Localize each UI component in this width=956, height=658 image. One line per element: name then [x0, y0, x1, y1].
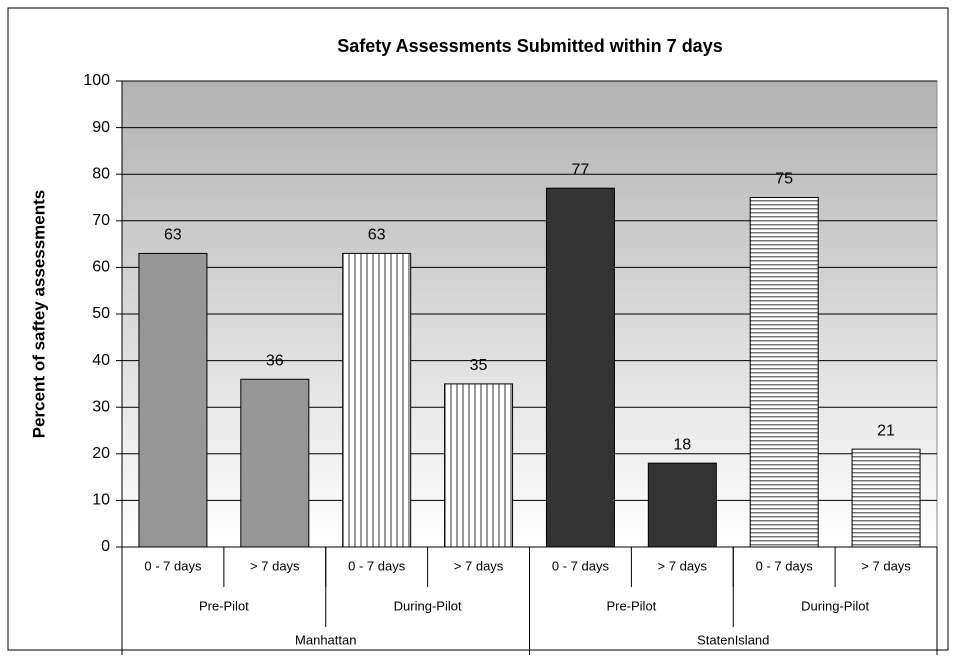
y-tick-label: 100 [83, 72, 110, 89]
x-tick-label: 0 - 7 days [348, 558, 406, 573]
x-tick-label: 0 - 7 days [552, 558, 610, 573]
data-label: 21 [877, 422, 895, 439]
bar [851, 448, 921, 548]
y-tick-label: 90 [92, 119, 110, 136]
subgroup-label: During-Pilot [801, 598, 869, 613]
y-tick-label: 50 [92, 305, 110, 322]
group-label: Manhattan [295, 632, 356, 647]
y-tick-label: 20 [92, 445, 110, 462]
subgroup-label: Pre-Pilot [606, 598, 656, 613]
bar [342, 252, 412, 548]
group-label: StatenIsland [697, 632, 769, 647]
y-tick-label: 10 [92, 492, 110, 509]
bar [749, 197, 819, 548]
bar [545, 187, 615, 548]
subgroup-label: Pre-Pilot [199, 598, 249, 613]
x-tick-label: 0 - 7 days [144, 558, 202, 573]
data-label: 63 [164, 227, 182, 244]
x-tick-label: > 7 days [658, 558, 708, 573]
bar [444, 383, 514, 548]
y-tick-label: 40 [92, 352, 110, 369]
data-label: 63 [368, 227, 386, 244]
y-tick-label: 80 [92, 165, 110, 182]
y-axis-label: Percent of saftey assessments [29, 190, 48, 439]
data-label: 35 [470, 357, 488, 374]
x-tick-label: > 7 days [861, 558, 911, 573]
x-tick-label: > 7 days [250, 558, 300, 573]
subgroup-label: During-Pilot [394, 598, 462, 613]
x-tick-label: 0 - 7 days [756, 558, 814, 573]
y-tick-label: 60 [92, 259, 110, 276]
data-label: 36 [266, 352, 284, 369]
bar [647, 462, 717, 548]
bar [240, 378, 310, 548]
data-label: 77 [572, 161, 590, 178]
y-tick-label: 30 [92, 398, 110, 415]
x-tick-label: > 7 days [454, 558, 504, 573]
data-label: 75 [775, 171, 793, 188]
bar [138, 252, 208, 548]
y-tick-label: 70 [92, 212, 110, 229]
y-tick-label: 0 [101, 538, 110, 555]
data-label: 18 [673, 436, 691, 453]
chart-title: Safety Assessments Submitted within 7 da… [337, 36, 722, 56]
